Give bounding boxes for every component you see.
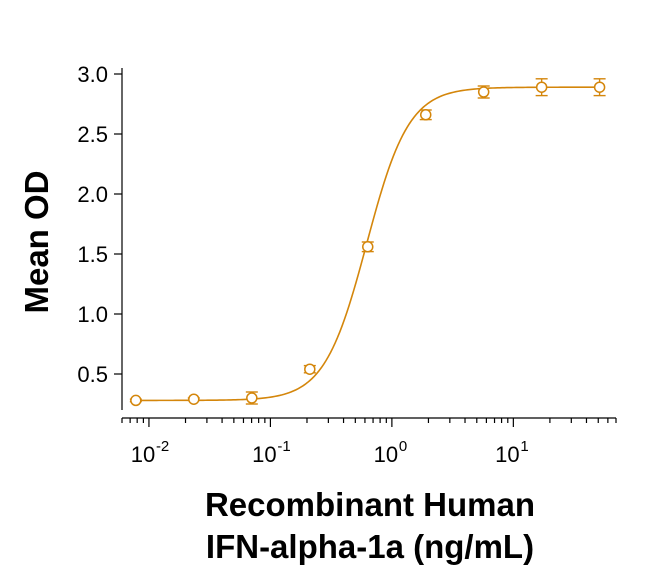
y-axis-title: Mean OD [18, 170, 55, 313]
y-tick-label: 0.5 [77, 362, 108, 387]
x-tick-label-exponent: -2 [156, 438, 169, 455]
x-tick-label-base: 10 [252, 442, 276, 467]
data-point [593, 78, 606, 97]
point-marker [535, 81, 548, 93]
data-point [187, 393, 200, 405]
x-tick-label-exponent: 1 [520, 438, 528, 455]
y-tick-label: 1.5 [77, 242, 108, 267]
x-tick-label-exponent: -1 [277, 438, 290, 455]
data-point [477, 85, 490, 99]
x-axis: 10 -2 10 -1 10 0 10 1 [121, 417, 617, 467]
plot-area [129, 78, 606, 407]
y-tick-label: 3.0 [77, 62, 108, 87]
data-point [419, 109, 432, 121]
x-tick-label-base: 10 [495, 442, 519, 467]
point-marker [362, 241, 374, 253]
y-ticks: 0.5 1.0 1.5 2.0 2.5 3.0 [77, 62, 122, 387]
data-point [535, 78, 548, 97]
x-tick-label: 10 -1 [252, 438, 291, 467]
x-axis-title-line-2: IFN-alpha-1a (ng/mL) [206, 528, 534, 565]
fit-curve [135, 86, 600, 402]
y-tick-label: 2.0 [77, 182, 108, 207]
point-marker [593, 81, 606, 93]
x-ticks: 10 -2 10 -1 10 0 10 1 [121, 418, 617, 467]
x-tick-label-base: 10 [131, 442, 155, 467]
x-tick-label: 10 0 [374, 438, 408, 467]
x-tick-label: 10 -2 [131, 438, 170, 467]
point-marker [130, 394, 142, 407]
point-marker [246, 392, 258, 404]
y-tick-label: 2.5 [77, 122, 108, 147]
y-tick-label: 1.0 [77, 302, 108, 327]
x-tick-label-base: 10 [374, 442, 398, 467]
x-axis-title-line-1: Recombinant Human [205, 486, 535, 523]
x-tick-label: 10 1 [495, 438, 529, 467]
data-point [129, 394, 142, 407]
y-axis: 0.5 1.0 1.5 2.0 2.5 3.0 [77, 62, 123, 410]
point-marker [304, 363, 316, 375]
point-marker [188, 393, 200, 405]
x-tick-label-exponent: 0 [399, 438, 407, 455]
point-marker [419, 109, 432, 121]
data-point [361, 241, 374, 253]
data-point [303, 363, 316, 375]
point-marker [477, 86, 490, 98]
data-point [245, 391, 258, 405]
